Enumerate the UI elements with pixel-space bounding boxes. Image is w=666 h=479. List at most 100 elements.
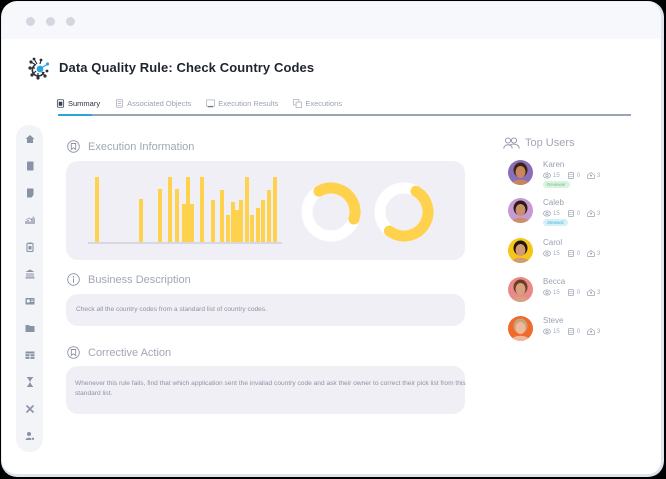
avatar[interactable] xyxy=(508,316,533,341)
chart-bar xyxy=(168,177,172,242)
messages-count: 3 xyxy=(597,172,601,179)
note-icon xyxy=(26,188,33,197)
avatar[interactable] xyxy=(508,277,533,302)
sidebar-item-home[interactable] xyxy=(24,133,35,144)
user-list-item[interactable]: Karen 15 0 3 Reviewer xyxy=(508,160,628,190)
messages-count: 3 xyxy=(597,250,601,257)
user-name[interactable]: Steve xyxy=(543,316,564,325)
sidebar-item-book[interactable] xyxy=(24,160,35,171)
tab-underline xyxy=(58,114,631,116)
window-dot-maximize[interactable] xyxy=(66,17,75,26)
user-name[interactable]: Caleb xyxy=(543,198,564,207)
bookmark-circle-icon xyxy=(67,346,80,359)
tab-label: Executions xyxy=(305,98,343,108)
chart-bar xyxy=(175,189,179,242)
messages-count: 3 xyxy=(597,210,601,217)
sidebar-item-user-settings[interactable] xyxy=(24,430,35,441)
avatar[interactable] xyxy=(508,198,533,223)
user-settings-icon xyxy=(25,431,35,441)
section-title: Execution Information xyxy=(88,140,195,153)
tab-summary[interactable]: Summary xyxy=(56,96,100,110)
sidebar-item-analytics[interactable] xyxy=(24,214,35,225)
corrective-action-card: Whenever this rule fails, find that whic… xyxy=(66,366,466,414)
list-icon xyxy=(116,98,124,108)
chart-bar xyxy=(226,214,230,242)
corrective-action-text: Whenever this rule fails, find that whic… xyxy=(75,380,466,397)
execution-bar-chart xyxy=(2,177,661,242)
chart-bar xyxy=(273,177,277,242)
network-hub-logo-icon xyxy=(28,57,50,80)
info-icon xyxy=(67,273,80,286)
sidebar-item-id-card[interactable] xyxy=(24,295,35,306)
views-count: 15 xyxy=(553,250,560,257)
message-icon xyxy=(587,328,595,335)
assets-count: 0 xyxy=(576,250,581,257)
role-badge: Steward xyxy=(543,219,568,226)
tab-active-indicator xyxy=(58,113,92,116)
message-icon xyxy=(587,289,595,296)
chart-bar xyxy=(190,204,194,242)
user-stats: 15 0 3 xyxy=(543,289,607,296)
messages-count: 3 xyxy=(597,289,601,296)
book-icon xyxy=(26,161,33,170)
message-icon xyxy=(587,172,595,179)
user-list-item[interactable]: Caleb 15 0 3 Steward xyxy=(508,198,628,228)
sidebar-item-note[interactable] xyxy=(24,187,35,198)
monitor-icon xyxy=(206,99,216,107)
sidebar-item-clipboard[interactable] xyxy=(24,241,35,252)
folder-icon xyxy=(25,324,34,332)
views-count: 15 xyxy=(553,210,560,217)
eye-icon xyxy=(543,250,551,257)
business-description-header: Business Description xyxy=(67,273,191,286)
window-dot-minimize[interactable] xyxy=(46,17,55,26)
tab-label: Execution Results xyxy=(218,98,279,108)
tab-associated-objects[interactable]: Associated Objects xyxy=(115,96,191,110)
chart-bar xyxy=(231,201,235,242)
chart-bar xyxy=(250,214,254,242)
assets-count: 0 xyxy=(576,210,581,217)
id-card-icon xyxy=(25,297,34,304)
user-stats: 15 0 3 xyxy=(543,210,607,217)
table-icon xyxy=(25,351,34,359)
user-name[interactable]: Becca xyxy=(543,277,566,286)
database-icon xyxy=(567,210,574,217)
section-title: Business Description xyxy=(88,273,191,286)
tab-executions[interactable]: Executions xyxy=(293,96,342,110)
tab-execution-results[interactable]: Execution Results xyxy=(206,96,278,110)
chart-bar xyxy=(256,208,260,242)
tab-label: Summary xyxy=(68,98,101,108)
user-list-item[interactable]: Becca 15 0 3 xyxy=(508,277,628,307)
eye-icon xyxy=(543,328,551,335)
user-name[interactable]: Carol xyxy=(543,238,563,247)
sidebar-item-tools[interactable] xyxy=(24,403,35,414)
avatar[interactable] xyxy=(508,238,533,263)
home-icon xyxy=(25,134,34,143)
messages-count: 3 xyxy=(597,328,601,335)
chart-bar xyxy=(186,177,190,242)
assets-count: 0 xyxy=(576,172,581,179)
document-icon xyxy=(56,98,65,108)
database-icon xyxy=(567,250,574,257)
sidebar-item-bank[interactable] xyxy=(24,268,35,279)
chart-bar xyxy=(95,177,99,242)
views-count: 15 xyxy=(553,289,560,296)
sidebar-item-table[interactable] xyxy=(24,349,35,360)
chart-bar xyxy=(200,177,204,242)
window-dot-close[interactable] xyxy=(26,17,35,26)
user-list-item[interactable]: Steve 15 0 3 xyxy=(508,316,628,346)
sidebar-item-folder[interactable] xyxy=(24,322,35,333)
user-name[interactable]: Karen xyxy=(543,160,565,169)
database-icon xyxy=(567,328,574,335)
assets-count: 0 xyxy=(576,289,581,296)
top-users-title: Top Users xyxy=(525,137,575,149)
sidebar-item-hourglass[interactable] xyxy=(24,376,35,387)
eye-icon xyxy=(543,172,551,179)
database-icon xyxy=(567,172,574,179)
user-stats: 15 0 3 xyxy=(543,172,607,179)
chart-bar xyxy=(158,189,162,242)
user-list-item[interactable]: Carol 15 0 3 xyxy=(508,238,628,268)
bookmark-circle-icon xyxy=(67,140,80,153)
tools-icon xyxy=(25,404,34,413)
eye-icon xyxy=(543,210,551,217)
avatar[interactable] xyxy=(508,160,533,185)
